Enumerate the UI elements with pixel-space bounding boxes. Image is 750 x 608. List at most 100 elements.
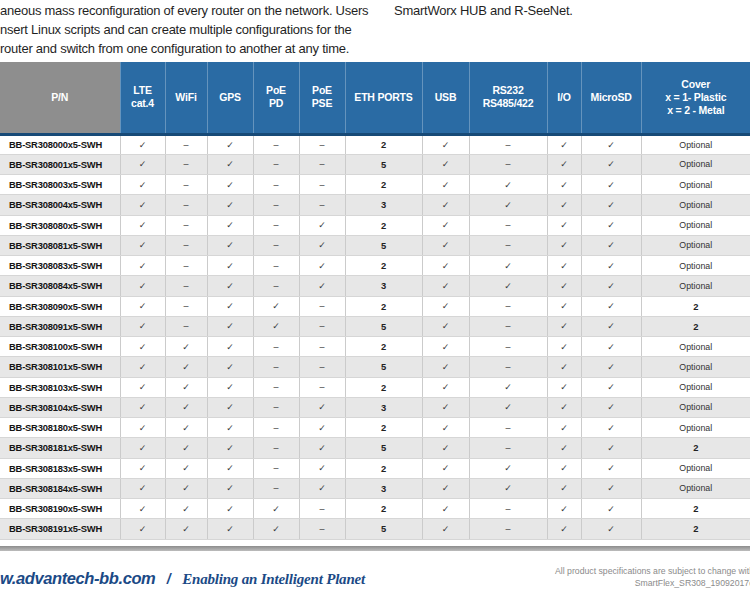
col-header-poe-pse: PoE PSE [299,62,345,134]
spec-cell: ✓ [207,397,253,417]
spec-cell: ✓ [581,154,641,174]
spec-cell: – [299,175,345,195]
spec-cell: ✓ [422,377,469,397]
spec-cell: ✓ [299,458,345,478]
spec-cell: 5 [345,357,422,377]
spec-cell: 2 [345,175,422,195]
spec-cell: Optional [641,215,750,235]
spec-cell: – [253,235,299,255]
datasheet-page: aneous mass reconfiguration of every rou… [0,0,750,608]
spec-cell: 5 [345,519,422,539]
table-row: BB-SR308181x5-SWH✓✓✓–✓5✓–✓✓2 [0,438,750,458]
spec-cell: ✓ [422,235,469,255]
spec-cell: ✓ [547,519,581,539]
spec-cell: ✓ [581,478,641,498]
spec-cell: 3 [345,276,422,296]
footer-separator: / [167,571,171,587]
spec-cell: ✓ [581,397,641,417]
spec-cell: ✓ [581,195,641,215]
spec-cell: ✓ [120,276,165,296]
spec-cell: ✓ [207,499,253,519]
table-row: BB-SR308183x5-SWH✓✓✓–✓2✓✓✓✓Optional [0,458,750,478]
col-header-eth: ETH PORTS [345,62,422,134]
spec-cell: ✓ [547,397,581,417]
spec-cell: ✓ [422,215,469,235]
spec-cell: Optional [641,357,750,377]
spec-cell: ✓ [547,458,581,478]
spec-cell: – [253,154,299,174]
spec-cell: – [253,215,299,235]
spec-cell: – [299,154,345,174]
spec-cell: 5 [345,154,422,174]
spec-cell: 2 [345,215,422,235]
spec-cell: 5 [345,316,422,336]
spec-cell: ✓ [207,316,253,336]
table-row: BB-SR308104x5-SWH✓✓✓–✓3✓✓✓✓Optional [0,397,750,417]
spec-cell: ✓ [207,337,253,357]
spec-cell: ✓ [207,478,253,498]
spec-cell: – [299,134,345,154]
spec-cell: ✓ [469,175,547,195]
spec-cell: ✓ [547,296,581,316]
spec-cell: ✓ [207,154,253,174]
intro-line: router and switch from one configuration… [0,39,380,58]
spec-cell: Optional [641,418,750,438]
spec-cell: ✓ [581,377,641,397]
spec-cell: ✓ [207,276,253,296]
spec-cell: 2 [641,499,750,519]
spec-cell: ✓ [120,316,165,336]
spec-cell: Optional [641,458,750,478]
spec-cell: 5 [345,438,422,458]
spec-cell: ✓ [299,478,345,498]
spec-cell: ✓ [422,256,469,276]
part-number-cell: BB-SR308184x5-SWH [0,478,120,498]
spec-cell: 2 [345,499,422,519]
spec-cell: ✓ [207,195,253,215]
spec-cell: – [469,337,547,357]
col-header-usb: USB [422,62,469,134]
spec-cell: – [253,377,299,397]
spec-cell: – [165,276,207,296]
spec-cell: ✓ [469,377,547,397]
spec-cell: ✓ [207,438,253,458]
spec-cell: ✓ [120,215,165,235]
spec-cell: – [299,377,345,397]
spec-cell: Optional [641,195,750,215]
spec-cell: – [299,357,345,377]
spec-cell: ✓ [253,296,299,316]
spec-cell: – [253,276,299,296]
table-row: BB-SR308001x5-SWH✓–✓––5✓–✓✓Optional [0,154,750,174]
part-number-cell: BB-SR308090x5-SWH [0,296,120,316]
spec-cell: – [165,256,207,276]
spec-cell: ✓ [547,337,581,357]
spec-cell: ✓ [299,418,345,438]
part-number-cell: BB-SR308000x5-SWH [0,134,120,154]
intro-left-column: aneous mass reconfiguration of every rou… [0,1,380,58]
spec-cell: – [469,357,547,377]
spec-cell: ✓ [547,418,581,438]
spec-cell: – [165,175,207,195]
spec-cell: 2 [345,134,422,154]
spec-cell: – [253,478,299,498]
spec-cell: Optional [641,276,750,296]
spec-cell: – [253,337,299,357]
spec-cell: ✓ [299,397,345,417]
spec-table-body: BB-SR308000x5-SWH✓–✓––2✓–✓✓OptionalBB-SR… [0,134,750,539]
spec-cell: ✓ [422,175,469,195]
spec-cell: ✓ [120,377,165,397]
document-id: SmartFlex_SR308_19092017d [555,578,750,590]
spec-cell: ✓ [547,235,581,255]
spec-cell: ✓ [422,357,469,377]
spec-cell: – [469,296,547,316]
footer-divider-bar [0,546,750,551]
table-row: BB-SR308084x5-SWH✓–✓–✓3✓✓✓✓Optional [0,276,750,296]
spec-cell: ✓ [207,256,253,276]
spec-cell: ✓ [422,519,469,539]
spec-cell: 2 [641,316,750,336]
spec-cell: Optional [641,154,750,174]
spec-cell: ✓ [120,175,165,195]
spec-cell: ✓ [581,499,641,519]
spec-cell: – [299,195,345,215]
spec-cell: – [469,519,547,539]
spec-cell: – [165,154,207,174]
